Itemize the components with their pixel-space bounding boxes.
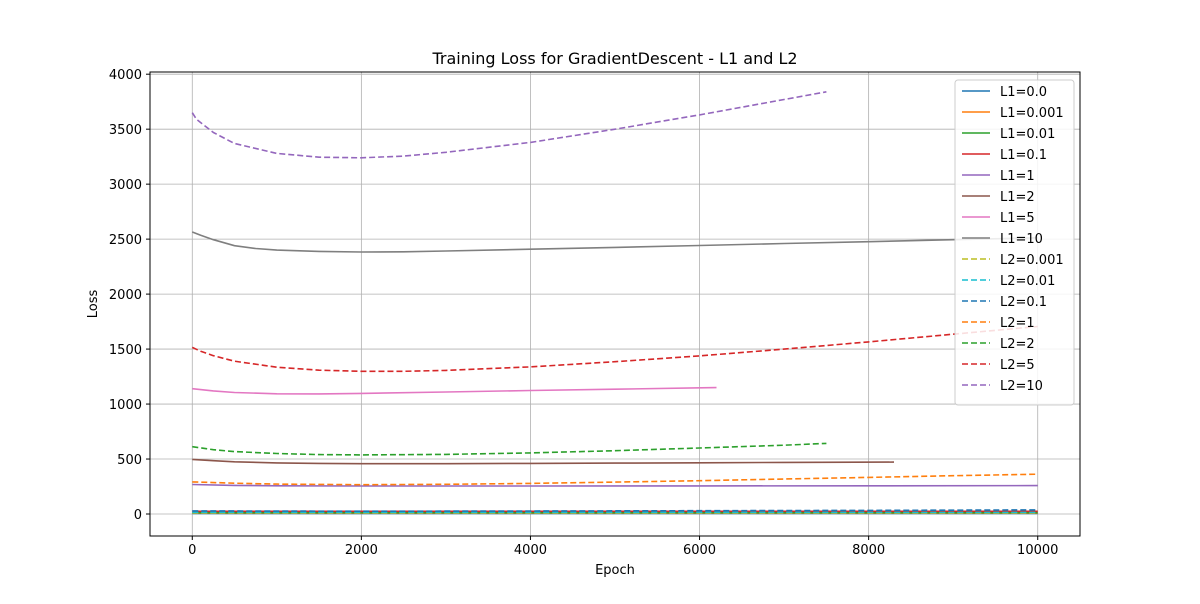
legend-label: L2=5 [1000, 358, 1035, 373]
x-tick-label: 8000 [852, 543, 885, 558]
series-line-l2-1 [192, 473, 1038, 486]
legend: L1=0.0 L1=0.001 L1=0.01 L1=0.1 L1=1 L1=2 L1=5 L… [954, 79, 1075, 406]
y-tick-label: 0 [134, 508, 142, 523]
x-tick-label: 0 [188, 543, 196, 558]
series-line-l1-10 [192, 231, 1038, 253]
y-tick-label: 1000 [109, 398, 142, 413]
x-tick-label: 10000 [1017, 543, 1058, 558]
grid [150, 72, 1080, 536]
series-line-l2-2 [192, 442, 827, 456]
ticks: 0 2000 4000 6000 8000 10000 0 500 1000 1500 2000 25… [109, 68, 1059, 558]
legend-label: L2=0.01 [1000, 274, 1055, 289]
legend-label: L1=0.001 [1000, 106, 1064, 121]
legend-box [954, 79, 1075, 406]
y-tick-label: 3500 [109, 123, 142, 138]
y-tick-label: 4000 [109, 68, 142, 83]
legend-label: L2=10 [1000, 379, 1043, 394]
legend-label: L2=0.1 [1000, 295, 1047, 310]
series-line-l1-1 [192, 483, 1038, 487]
x-tick-label: 2000 [345, 543, 378, 558]
legend-label: L1=10 [1000, 232, 1043, 247]
chart-title: Training Loss for GradientDescent - L1 a… [431, 49, 797, 68]
y-tick-label: 2000 [109, 288, 142, 303]
series-line-l2-0-1 [192, 509, 1038, 513]
series-line-l1-2 [192, 458, 895, 465]
y-tick-label: 3000 [109, 178, 142, 193]
x-tick-label: 6000 [683, 543, 716, 558]
y-axis-label: Loss [86, 290, 101, 319]
series-line-l2-10 [191, 91, 827, 159]
y-tick-label: 2500 [109, 233, 142, 248]
x-tick-label: 4000 [514, 543, 547, 558]
legend-label: L2=1 [1000, 316, 1035, 331]
legend-label: L1=0.0 [1000, 85, 1047, 100]
legend-label: L1=0.01 [1000, 127, 1055, 142]
legend-label: L1=0.1 [1000, 148, 1047, 163]
series-lines [191, 91, 1038, 515]
x-axis-label: Epoch [595, 563, 635, 578]
legend-label: L2=2 [1000, 337, 1035, 352]
legend-label: L1=2 [1000, 190, 1035, 205]
legend-label: L2=0.001 [1000, 253, 1064, 268]
series-line-l1-5 [192, 386, 717, 395]
axes-frame [149, 71, 1081, 537]
y-tick-label: 500 [117, 453, 142, 468]
series-line-l2-5 [191, 325, 1038, 373]
y-tick-label: 1500 [109, 343, 142, 358]
legend-label: L1=1 [1000, 169, 1035, 184]
legend-label: L1=5 [1000, 211, 1035, 226]
